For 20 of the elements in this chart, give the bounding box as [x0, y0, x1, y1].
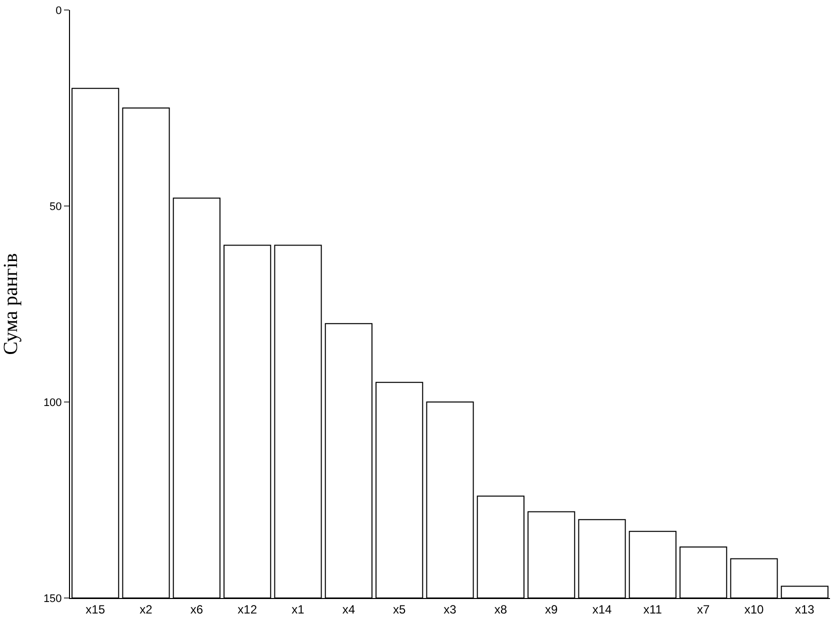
x-tick-label: x5: [392, 602, 406, 616]
x-tick-label: x1: [292, 602, 305, 616]
x-tick-label: x8: [494, 602, 508, 616]
x-tick-label: x10: [744, 602, 764, 616]
y-tick-label: 100: [43, 396, 62, 409]
x-tick-label: x12: [238, 602, 258, 616]
x-tick-label: x14: [592, 602, 612, 616]
x-tick-label: x6: [190, 602, 204, 616]
x-tick-label: x7: [696, 602, 710, 616]
x-tick-label: x4: [342, 602, 356, 616]
x-tick-label: x13: [794, 602, 815, 616]
y-tick-label: 0: [56, 4, 62, 17]
y-tick-label: 50: [50, 200, 62, 213]
y-axis-title: Сума рангів: [0, 253, 22, 355]
x-tick-label: x3: [444, 602, 457, 616]
x-tick-label: x9: [544, 602, 558, 616]
y-tick-label: 150: [43, 592, 62, 605]
x-tick-label: x15: [86, 602, 106, 616]
x-tick-label: x2: [140, 602, 153, 616]
x-tick-label: x11: [643, 602, 662, 616]
